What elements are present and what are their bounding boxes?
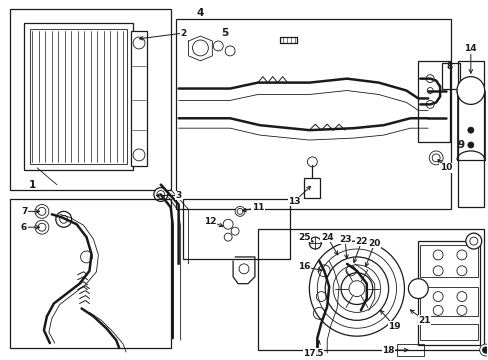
Circle shape <box>224 233 232 241</box>
Text: 21: 21 <box>409 310 429 325</box>
Circle shape <box>81 251 92 263</box>
Circle shape <box>482 347 488 353</box>
Circle shape <box>456 306 466 315</box>
Bar <box>30 29 127 164</box>
Bar <box>441 63 459 89</box>
Text: 3: 3 <box>156 191 182 200</box>
Text: 13: 13 <box>288 186 310 206</box>
Text: 12: 12 <box>203 217 223 227</box>
Text: 24: 24 <box>320 233 337 255</box>
Text: 23: 23 <box>338 235 350 258</box>
Text: 15: 15 <box>310 341 323 357</box>
Circle shape <box>35 220 49 234</box>
Text: 6: 6 <box>21 223 40 232</box>
Text: 1: 1 <box>28 180 36 190</box>
Bar <box>396 344 424 356</box>
Circle shape <box>309 237 321 249</box>
Text: 11: 11 <box>242 203 264 212</box>
Text: 5: 5 <box>221 28 228 38</box>
Text: 22: 22 <box>353 237 367 262</box>
Bar <box>420 245 477 277</box>
Circle shape <box>316 292 325 302</box>
Text: 18: 18 <box>382 346 407 355</box>
Text: 20: 20 <box>365 239 380 266</box>
Circle shape <box>307 157 317 167</box>
Circle shape <box>456 250 466 260</box>
Bar <box>131 31 146 166</box>
Circle shape <box>231 227 239 235</box>
Circle shape <box>432 250 442 260</box>
Circle shape <box>456 77 484 104</box>
Text: 2: 2 <box>139 28 186 40</box>
Circle shape <box>223 219 233 229</box>
Circle shape <box>35 204 49 218</box>
Circle shape <box>432 292 442 302</box>
Text: 17: 17 <box>303 348 315 357</box>
Text: 19: 19 <box>380 310 400 331</box>
Text: 7: 7 <box>21 207 40 216</box>
Circle shape <box>465 233 481 249</box>
Text: 16: 16 <box>298 262 321 271</box>
Bar <box>10 199 170 348</box>
Bar <box>10 9 170 190</box>
Bar <box>24 23 133 170</box>
Text: 10: 10 <box>437 159 451 172</box>
Text: 9: 9 <box>457 140 464 150</box>
Circle shape <box>456 292 466 302</box>
Text: 25: 25 <box>298 233 312 242</box>
Text: 14: 14 <box>464 44 476 73</box>
Circle shape <box>428 151 442 165</box>
Circle shape <box>432 266 442 276</box>
Bar <box>420 324 477 340</box>
Circle shape <box>432 306 442 315</box>
Bar <box>417 241 479 345</box>
Circle shape <box>479 344 488 356</box>
Circle shape <box>318 265 329 277</box>
Circle shape <box>313 307 325 319</box>
Circle shape <box>407 279 427 298</box>
Text: 8: 8 <box>445 62 451 71</box>
Circle shape <box>56 211 72 227</box>
Circle shape <box>346 266 355 276</box>
Circle shape <box>467 142 473 148</box>
Bar <box>417 61 449 142</box>
Text: 4: 4 <box>196 8 203 18</box>
Bar <box>257 229 483 350</box>
Bar <box>304 178 320 198</box>
Circle shape <box>456 266 466 276</box>
Circle shape <box>467 127 473 133</box>
Circle shape <box>154 188 167 202</box>
Bar <box>457 61 483 207</box>
Bar <box>182 199 289 259</box>
Bar <box>420 287 477 316</box>
Bar <box>175 19 450 210</box>
Circle shape <box>235 206 244 216</box>
